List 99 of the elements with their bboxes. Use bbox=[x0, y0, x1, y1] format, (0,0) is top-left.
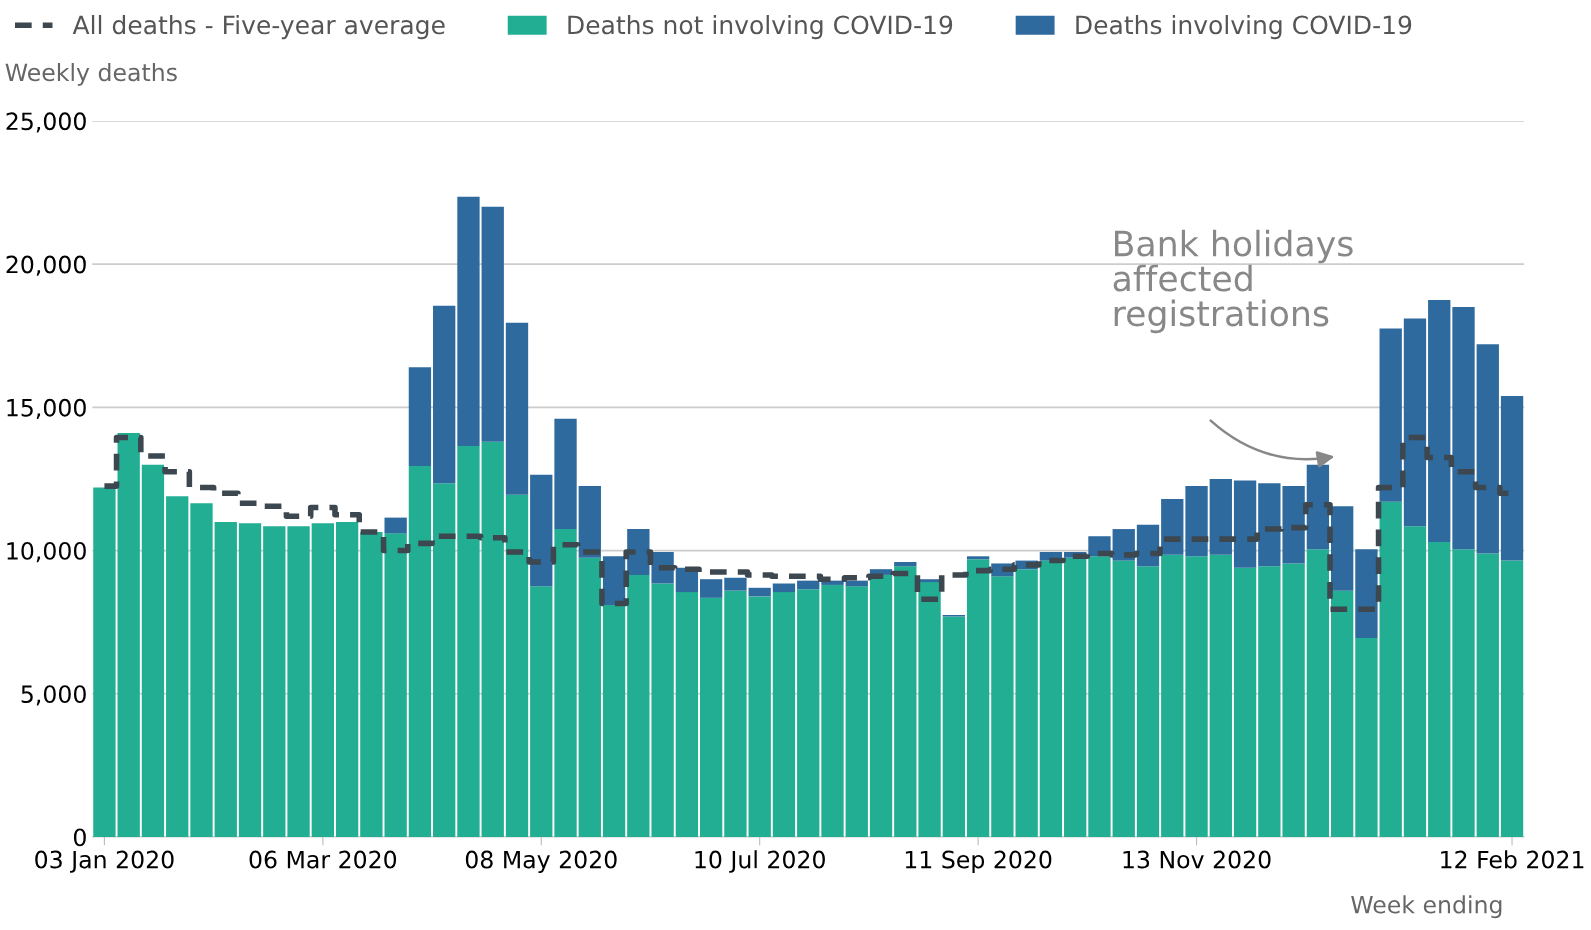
bar bbox=[869, 574, 893, 837]
bar bbox=[238, 523, 262, 837]
y-tick-label: 20,000 bbox=[6, 255, 86, 276]
bar bbox=[821, 584, 844, 837]
bar bbox=[408, 367, 432, 467]
bar bbox=[263, 526, 286, 837]
bar bbox=[1112, 529, 1135, 561]
bar bbox=[505, 322, 529, 495]
bar bbox=[772, 583, 796, 593]
bar bbox=[1185, 556, 1208, 837]
bar bbox=[797, 589, 820, 837]
bar bbox=[554, 529, 577, 837]
bar bbox=[1136, 566, 1160, 837]
bar bbox=[1209, 554, 1232, 837]
bar bbox=[1330, 590, 1354, 837]
bar bbox=[675, 592, 699, 837]
bar bbox=[1355, 549, 1378, 638]
bar bbox=[724, 590, 747, 837]
annotation: Bank holidays affected registrations bbox=[1113, 229, 1353, 334]
bar bbox=[578, 486, 601, 558]
y-tick-label: 15,000 bbox=[7, 398, 86, 420]
bar bbox=[141, 464, 165, 837]
bar bbox=[602, 604, 626, 837]
x-axis-title: Week ending bbox=[1351, 895, 1502, 919]
bar bbox=[797, 580, 820, 590]
y-tick-label: 25,000 bbox=[6, 112, 86, 133]
bar bbox=[530, 474, 553, 587]
bar bbox=[190, 503, 213, 837]
bar bbox=[166, 496, 189, 837]
bar bbox=[1112, 560, 1135, 837]
bar bbox=[117, 433, 140, 837]
bar bbox=[1185, 486, 1208, 557]
legend-label: Deaths not involving COVID-19 bbox=[568, 15, 953, 40]
bar bbox=[1136, 524, 1160, 567]
legend-label: Deaths involving COVID-19 bbox=[1076, 15, 1412, 40]
bar bbox=[1330, 506, 1354, 591]
x-tick-label: 13 Nov 2020 bbox=[1123, 850, 1271, 869]
bar bbox=[942, 616, 966, 837]
bar bbox=[554, 418, 577, 530]
bar bbox=[1476, 553, 1499, 837]
bar bbox=[287, 526, 310, 837]
bar bbox=[966, 556, 990, 560]
bar bbox=[1233, 480, 1257, 568]
bar bbox=[93, 487, 116, 837]
bar bbox=[214, 521, 237, 837]
bar bbox=[1379, 501, 1402, 837]
y-tick-label: 5,000 bbox=[21, 685, 86, 706]
bar bbox=[1452, 549, 1475, 837]
bar bbox=[1039, 560, 1063, 837]
x-tick-label: 11 Sep 2020 bbox=[905, 850, 1052, 874]
bar bbox=[699, 579, 723, 598]
bar bbox=[894, 566, 917, 837]
x-tick-label: 08 May 2020 bbox=[465, 850, 617, 874]
x-tick-label: 12 Feb 2021 bbox=[1441, 850, 1584, 869]
bar bbox=[1233, 567, 1257, 837]
bar bbox=[481, 441, 504, 837]
bar bbox=[1476, 344, 1499, 554]
bar bbox=[845, 586, 868, 837]
bar bbox=[481, 206, 504, 442]
y-axis-title: Weekly deaths bbox=[5, 62, 177, 86]
bar bbox=[1500, 395, 1524, 561]
bar bbox=[1355, 637, 1378, 837]
bar bbox=[1209, 478, 1232, 555]
bar bbox=[433, 305, 456, 484]
bar bbox=[1428, 299, 1451, 542]
bar bbox=[966, 559, 990, 837]
bar bbox=[1452, 307, 1475, 550]
bar bbox=[530, 586, 553, 837]
legend-label: All deaths - Five-year average bbox=[72, 15, 445, 40]
bar bbox=[748, 596, 771, 837]
bar bbox=[918, 582, 941, 837]
bar bbox=[408, 466, 432, 837]
x-tick-label: 10 Jul 2020 bbox=[695, 850, 825, 873]
bar bbox=[1403, 526, 1427, 837]
bar bbox=[748, 587, 771, 597]
bar bbox=[384, 517, 407, 534]
bar bbox=[311, 523, 334, 837]
bar bbox=[1088, 556, 1111, 837]
bar bbox=[699, 597, 723, 837]
bar bbox=[772, 592, 796, 837]
bar bbox=[1403, 318, 1427, 527]
bar bbox=[505, 494, 529, 837]
bar bbox=[1500, 560, 1524, 837]
bar bbox=[335, 521, 359, 837]
bar bbox=[1379, 328, 1402, 502]
bar bbox=[1306, 549, 1330, 837]
x-tick-label: 06 Mar 2020 bbox=[249, 850, 397, 869]
y-tick-label: 0 bbox=[73, 828, 86, 847]
bar bbox=[1161, 554, 1184, 837]
bar bbox=[1064, 557, 1087, 837]
bar bbox=[433, 483, 456, 837]
y-tick-label: 10,000 bbox=[7, 542, 86, 563]
x-tick-label: 03 Jan 2020 bbox=[35, 850, 174, 873]
bar bbox=[724, 577, 747, 591]
bar bbox=[894, 562, 917, 567]
bar bbox=[578, 557, 601, 837]
bar bbox=[457, 196, 480, 447]
bar bbox=[457, 446, 480, 837]
bar bbox=[1428, 541, 1451, 837]
